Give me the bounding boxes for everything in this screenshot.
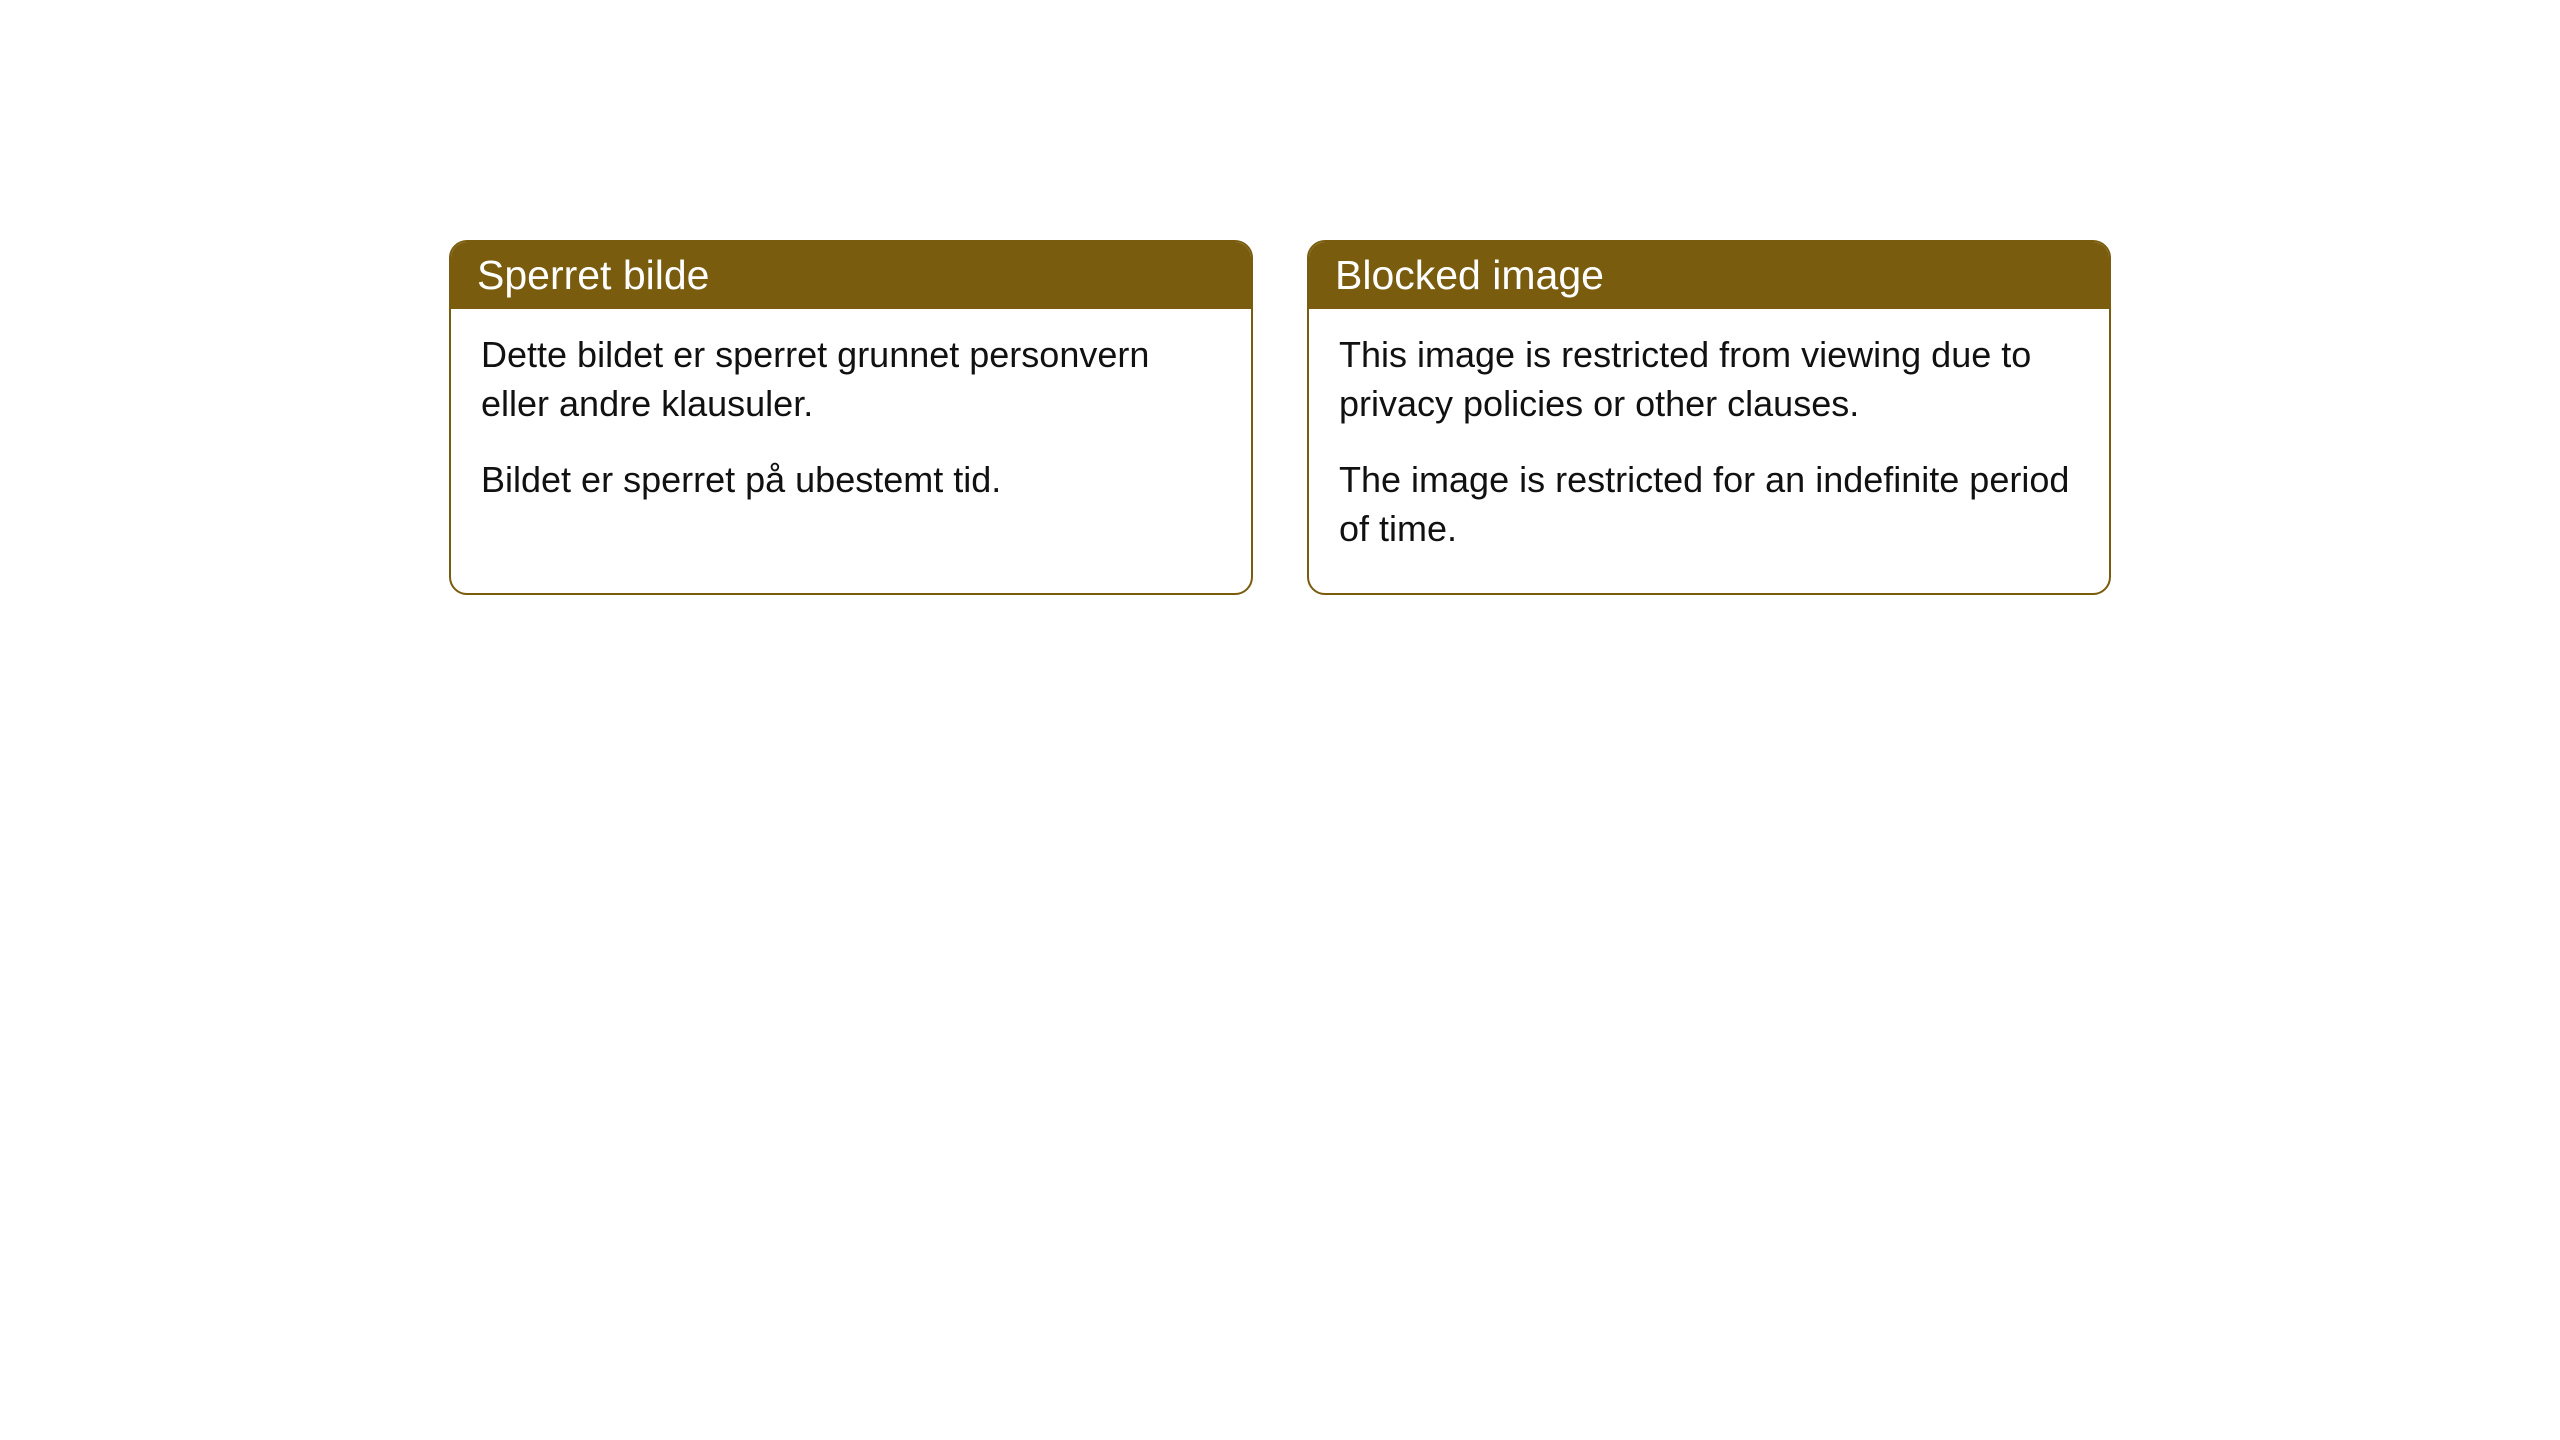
card-english: Blocked image This image is restricted f… bbox=[1307, 240, 2111, 595]
card-body-english: This image is restricted from viewing du… bbox=[1309, 309, 2109, 593]
card-para1-english: This image is restricted from viewing du… bbox=[1339, 331, 2079, 428]
card-body-norwegian: Dette bildet er sperret grunnet personve… bbox=[451, 309, 1251, 545]
card-para1-norwegian: Dette bildet er sperret grunnet personve… bbox=[481, 331, 1221, 428]
card-norwegian: Sperret bilde Dette bildet er sperret gr… bbox=[449, 240, 1253, 595]
card-container: Sperret bilde Dette bildet er sperret gr… bbox=[449, 240, 2111, 595]
card-para2-english: The image is restricted for an indefinit… bbox=[1339, 456, 2079, 553]
card-header-english: Blocked image bbox=[1309, 242, 2109, 309]
card-header-norwegian: Sperret bilde bbox=[451, 242, 1251, 309]
card-para2-norwegian: Bildet er sperret på ubestemt tid. bbox=[481, 456, 1221, 505]
